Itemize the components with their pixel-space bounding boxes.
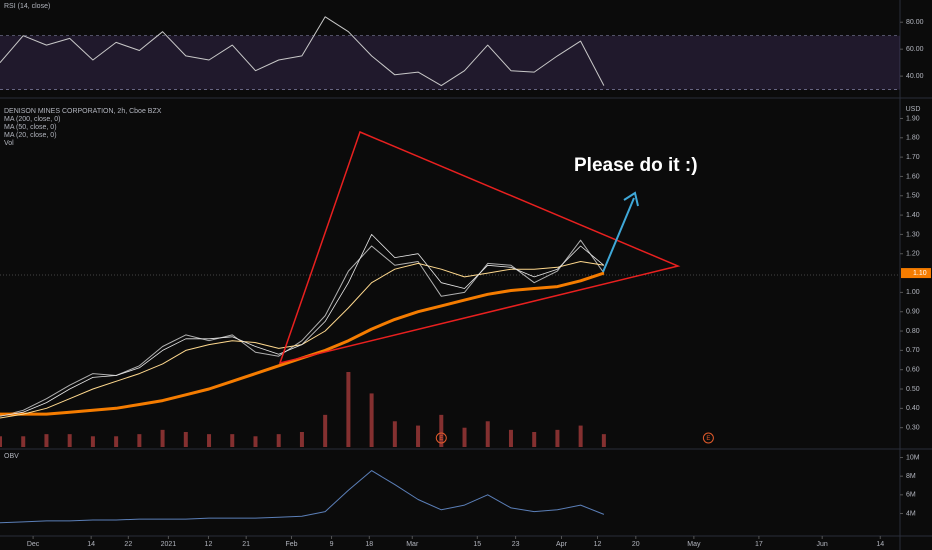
annotation: Please do it :) — [574, 155, 698, 176]
y-tick-label: 0.40 — [906, 405, 920, 412]
y-tick-label: 0.50 — [906, 386, 920, 393]
y-tick-label: 80.00 — [906, 19, 924, 26]
x-tick-label: Dec — [27, 541, 40, 548]
volume-bar — [253, 436, 258, 447]
unit-label: USD — [906, 106, 921, 113]
series-line — [0, 16, 605, 87]
volume-bar — [90, 436, 95, 447]
x-tick-label: 21 — [242, 541, 250, 548]
series-line — [0, 470, 605, 524]
y-tick-label: 1.80 — [906, 135, 920, 142]
series-line — [0, 239, 605, 417]
x-tick-label: 20 — [632, 541, 640, 548]
legend-entry: Vol — [4, 140, 14, 147]
x-tick-label: 12 — [205, 541, 213, 548]
volume-bar — [160, 429, 165, 447]
volume-bar — [137, 434, 142, 447]
volume-bar — [276, 434, 281, 447]
y-tick-label: 1.00 — [906, 289, 920, 296]
y-tick-label: 1.50 — [906, 193, 920, 200]
y-tick-label: 0.70 — [906, 347, 920, 354]
y-tick-label: 0.30 — [906, 425, 920, 432]
x-tick-label: 15 — [473, 541, 481, 548]
y-tick-label: 4M — [906, 510, 916, 517]
x-tick-label: 23 — [512, 541, 520, 548]
volume-bar — [439, 414, 444, 447]
pane-title: RSI (14, close) — [4, 3, 50, 10]
y-tick-label: 0.80 — [906, 328, 920, 335]
volume-bar — [299, 432, 304, 447]
y-tick-label: 10M — [906, 454, 920, 461]
volume-bar — [462, 427, 467, 447]
earnings-marker — [435, 432, 447, 444]
series-line — [0, 234, 605, 417]
volume-bar — [67, 434, 72, 447]
arrow-head — [623, 191, 639, 207]
volume-bar — [183, 432, 188, 447]
volume-bar — [555, 429, 560, 447]
earnings-label: E — [439, 436, 443, 442]
triangle-drawing — [278, 130, 681, 365]
volume-bar — [207, 434, 212, 447]
volume-bar — [0, 436, 2, 447]
volume-bar — [578, 425, 583, 447]
x-tick-label: 14 — [876, 541, 884, 548]
y-tick-label: 0.90 — [906, 309, 920, 316]
x-tick-label: Feb — [285, 541, 297, 548]
rsi-band — [0, 35, 900, 90]
x-tick-label: Apr — [556, 541, 568, 548]
y-tick-label: 6M — [906, 492, 916, 499]
volume-bar — [323, 414, 328, 447]
earnings-marker — [702, 432, 714, 444]
y-tick-label: 8M — [906, 473, 916, 480]
price-tag-label: 1.10 — [913, 270, 927, 277]
x-tick-label: 22 — [124, 541, 132, 548]
y-tick-label: 1.60 — [906, 173, 920, 180]
earnings-label: E — [706, 436, 710, 442]
volume-bar — [601, 434, 606, 447]
y-tick-label: 1.30 — [906, 231, 920, 238]
volume-bar — [44, 434, 49, 447]
y-tick-label: 60.00 — [906, 46, 924, 53]
x-tick-label: 18 — [365, 541, 373, 548]
legend-entry: MA (20, close, 0) — [4, 132, 57, 139]
x-tick-label: 17 — [755, 541, 763, 548]
volume-bar — [485, 421, 490, 447]
volume-bar — [230, 434, 235, 447]
x-tick-label: 9 — [330, 541, 334, 548]
volume-bar — [21, 436, 26, 447]
y-tick-label: 1.70 — [906, 154, 920, 161]
y-tick-label: 40.00 — [906, 73, 924, 80]
volume-bar — [392, 421, 397, 447]
x-tick-label: Mar — [406, 541, 419, 548]
x-tick-label: 2021 — [161, 541, 177, 548]
volume-bar — [532, 432, 537, 447]
price-tag — [901, 268, 931, 279]
y-tick-label: 0.60 — [906, 367, 920, 374]
pane-title: OBV — [4, 453, 19, 460]
pane-title: DENISON MINES CORPORATION, 2h, Cboe BZX — [4, 108, 162, 115]
volume-bar — [114, 436, 119, 447]
volume-bar — [346, 372, 351, 447]
x-tick-label: Jun — [817, 541, 828, 548]
x-tick-label: May — [687, 541, 701, 548]
legend-entry: MA (50, close, 0) — [4, 124, 57, 131]
y-tick-label: 1.90 — [906, 115, 920, 122]
volume-bar — [416, 425, 421, 447]
y-tick-label: 1.40 — [906, 212, 920, 219]
legend-entry: MA (200, close, 0) — [4, 116, 60, 123]
x-tick-label: 14 — [87, 541, 95, 548]
x-tick-label: 12 — [594, 541, 602, 548]
volume-bar — [369, 393, 374, 447]
volume-bar — [508, 429, 513, 447]
arrow-drawing — [602, 197, 635, 273]
y-tick-label: 1.20 — [906, 251, 920, 258]
drawings: Please do it :) — [278, 130, 698, 365]
